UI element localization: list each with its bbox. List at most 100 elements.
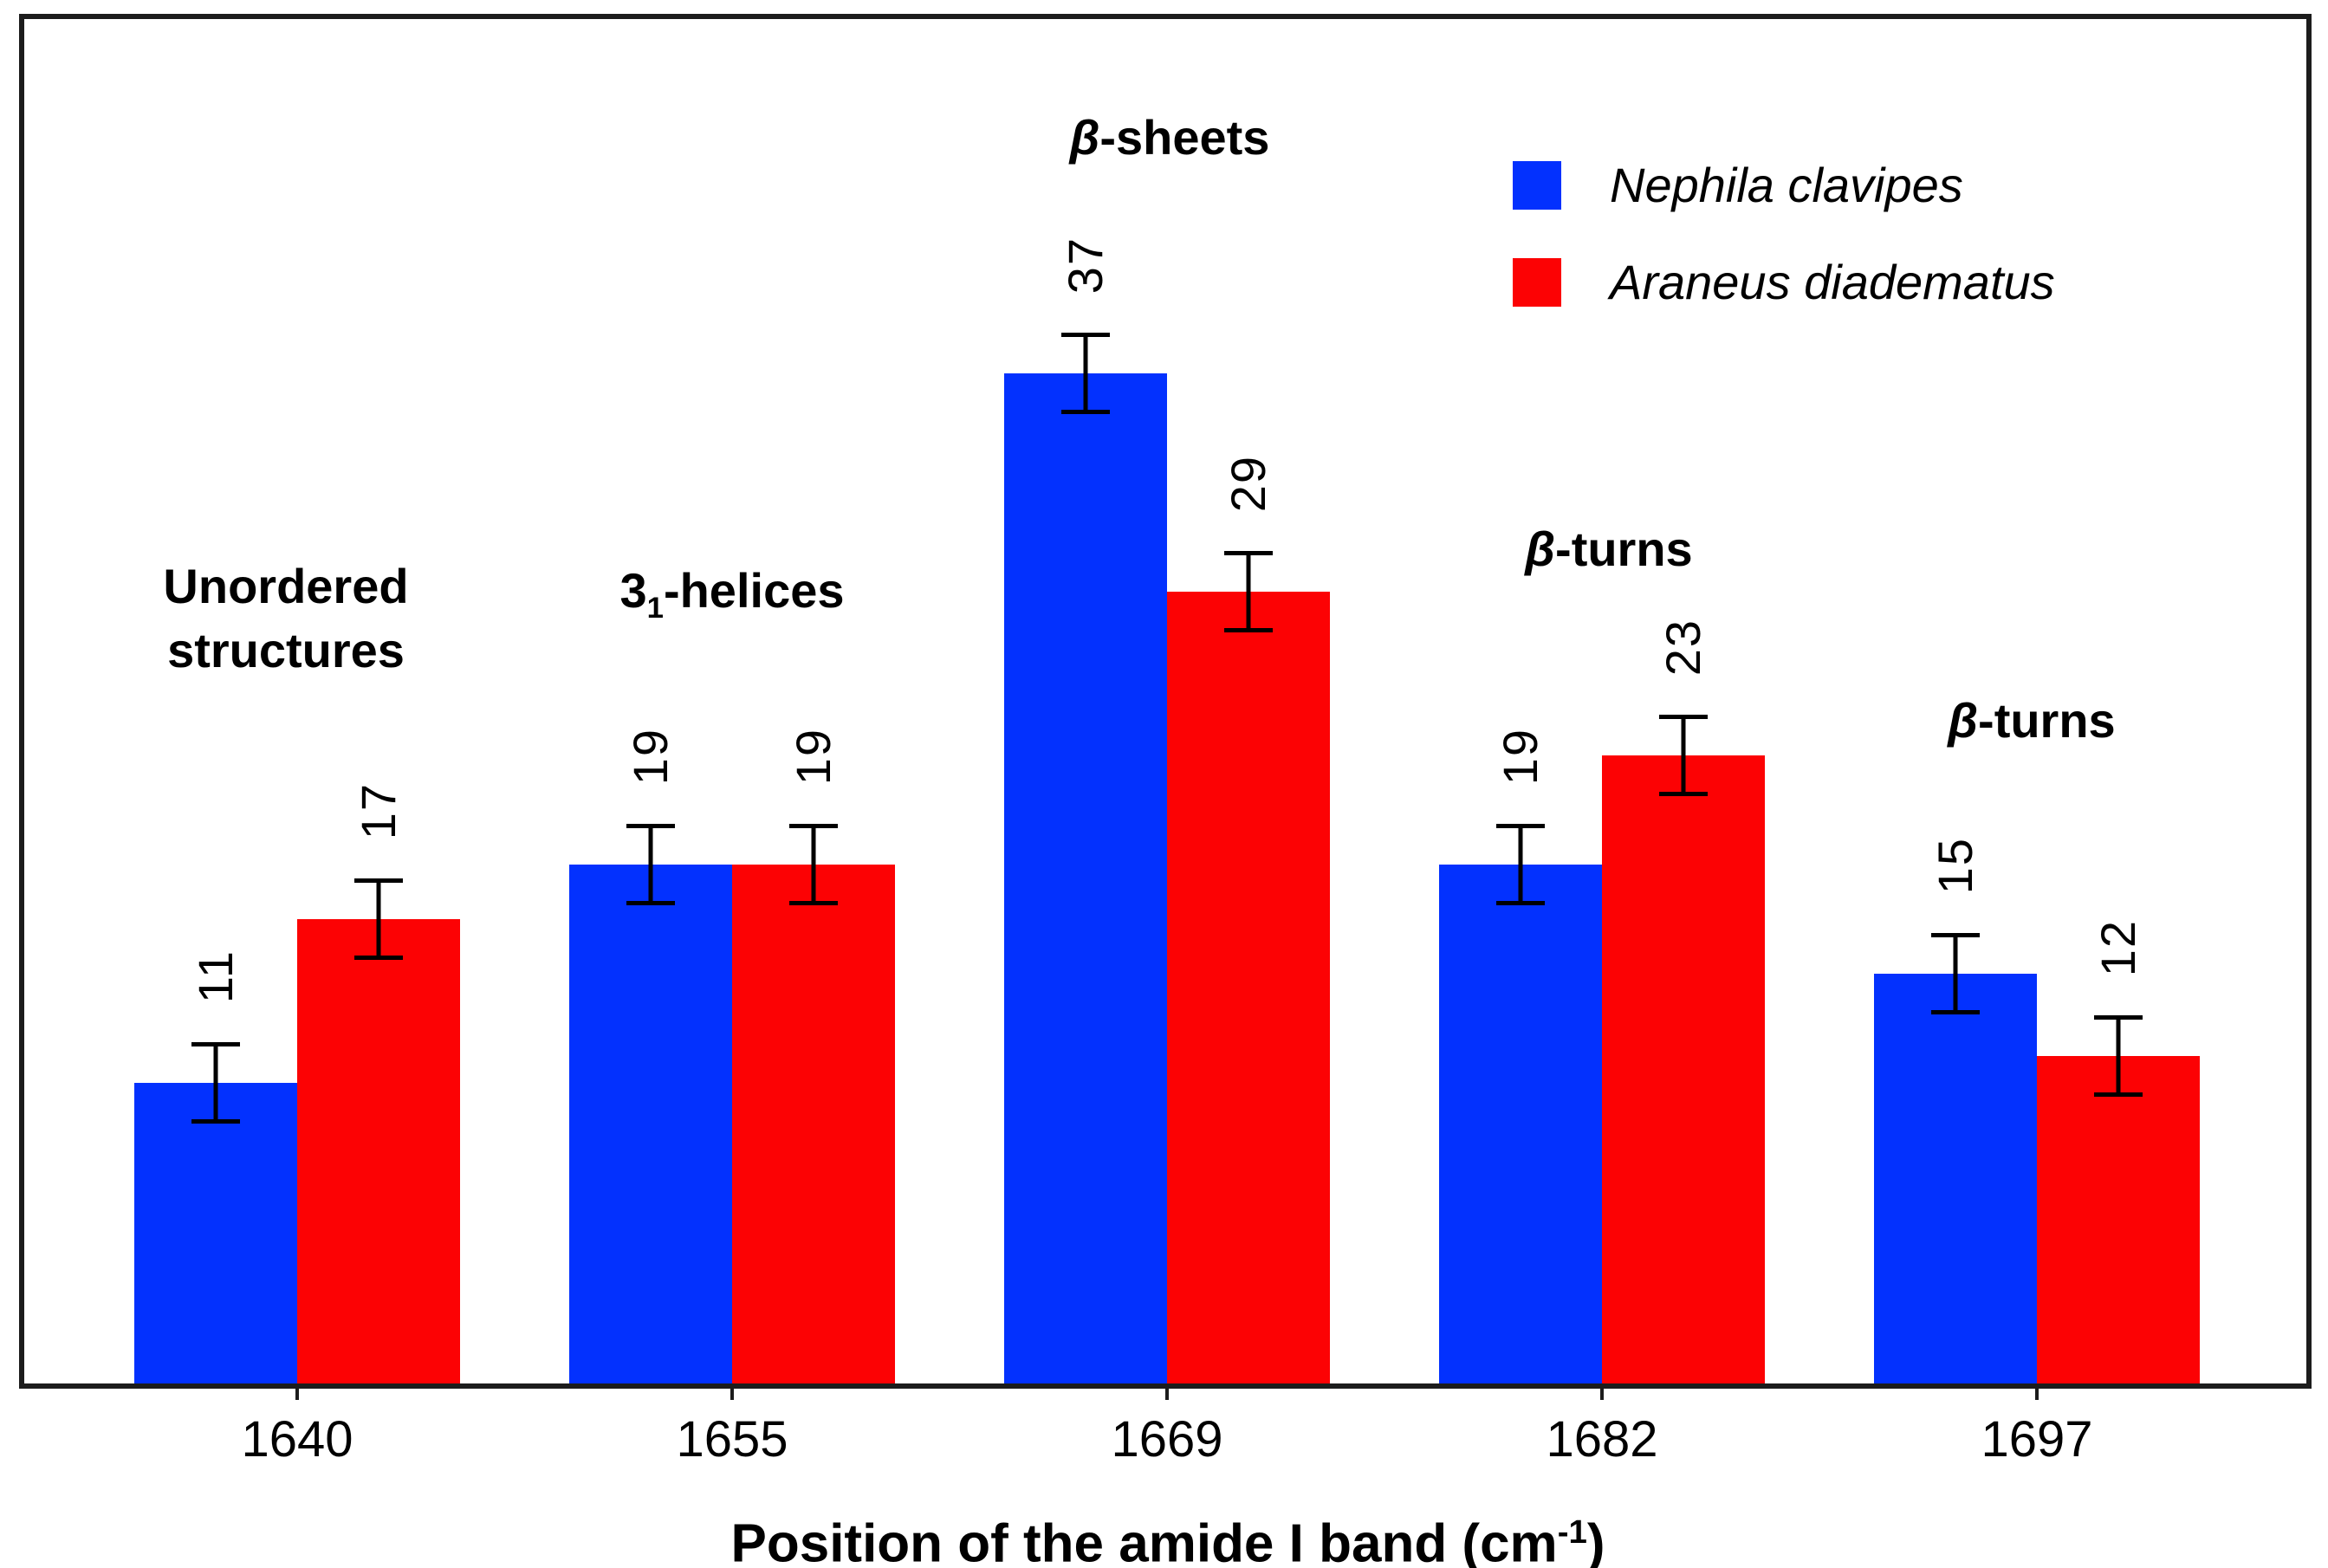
bar-value-label: 19: [786, 727, 840, 785]
bar-value-label: 29: [1221, 454, 1275, 512]
error-bar-cap-top: [1496, 824, 1545, 828]
bar-blue-1655: [569, 865, 732, 1383]
text-segment: β: [1069, 110, 1100, 165]
tick-label: 1669: [1111, 1411, 1223, 1468]
error-bar-cap-top: [1931, 933, 1980, 937]
error-bar-blue-1669: [1061, 333, 1110, 414]
error-bar-blue-1697: [1931, 933, 1980, 1014]
error-bar-cap-top: [191, 1042, 240, 1046]
structure-label-line: β-turns: [1525, 517, 1692, 581]
text-segment: -turns: [1555, 522, 1693, 576]
error-bar-line: [1681, 715, 1686, 796]
tick-mark: [1600, 1389, 1604, 1400]
structure-label-4: β-turns: [1948, 689, 2115, 753]
structure-label-line: 31-helices: [619, 559, 844, 640]
text-segment: -sheets: [1099, 110, 1270, 165]
text-segment: ): [1586, 1513, 1605, 1568]
error-bar-line: [648, 824, 653, 905]
bar-red-1640: [297, 919, 460, 1383]
error-bar-cap-bottom: [354, 956, 403, 960]
structure-label-line: β-turns: [1948, 689, 2115, 753]
tick-mark: [295, 1389, 299, 1400]
bar-value-label: 11: [188, 949, 243, 1003]
error-bar-cap-top: [354, 878, 403, 883]
text-segment: -1: [1557, 1513, 1587, 1551]
error-bar-red-1669: [1224, 551, 1273, 632]
bar-value-label: 19: [1493, 727, 1547, 785]
structure-label-3: β-turns: [1525, 517, 1692, 581]
error-bar-cap-bottom: [2094, 1092, 2143, 1097]
structure-label-1: 31-helices: [619, 559, 844, 640]
error-bar-blue-1640: [191, 1042, 240, 1124]
error-bar-red-1697: [2094, 1015, 2143, 1097]
legend-swatch-red: [1513, 258, 1561, 307]
bar-value-label: 23: [1656, 618, 1710, 676]
error-bar-cap-bottom: [626, 901, 675, 905]
error-bar-cap-bottom: [191, 1119, 240, 1124]
error-bar-line: [213, 1042, 218, 1124]
bar-value-label: 12: [2091, 918, 2145, 976]
x-axis-title: Position of the amide I band (cm-1): [730, 1501, 1605, 1568]
error-bar-line: [1083, 333, 1088, 414]
legend-label-0: Nephila clavipes: [1610, 158, 1963, 212]
error-bar-cap-top: [789, 824, 838, 828]
error-bar-red-1655: [789, 824, 838, 905]
bar-value-label: 17: [351, 781, 405, 839]
error-bar-line: [1246, 551, 1251, 632]
error-bar-blue-1682: [1496, 824, 1545, 905]
error-bar-line: [811, 824, 816, 905]
bar-blue-1669: [1004, 373, 1167, 1383]
tick-label: 1682: [1546, 1411, 1658, 1468]
error-bar-red-1682: [1659, 715, 1708, 796]
tick-mark: [730, 1389, 734, 1400]
error-bar-cap-bottom: [1496, 901, 1545, 905]
text-segment: Position of the amide I band (cm: [730, 1513, 1558, 1568]
error-bar-cap-bottom: [1931, 1010, 1980, 1014]
text-segment: -turns: [1978, 693, 2116, 748]
error-bar-cap-top: [1224, 551, 1273, 555]
tick-label: 1655: [676, 1411, 788, 1468]
text-segment: β: [1525, 522, 1556, 576]
structure-label-2: β-sheets: [1070, 106, 1270, 170]
bar-value-label: 19: [623, 727, 678, 785]
legend-swatch-blue: [1513, 161, 1561, 210]
error-bar-cap-top: [1061, 333, 1110, 337]
error-bar-cap-top: [1659, 715, 1708, 719]
tick-label: 1640: [241, 1411, 353, 1468]
legend-label-1: Araneus diadematus: [1610, 255, 2055, 309]
text-segment: structures: [167, 623, 405, 677]
error-bar-line: [1518, 824, 1523, 905]
error-bar-cap-bottom: [789, 901, 838, 905]
bar-red-1682: [1602, 755, 1765, 1383]
structure-label-0: Unordered structures: [163, 554, 408, 683]
error-bar-red-1640: [354, 878, 403, 960]
text-segment: 3: [619, 563, 647, 618]
structure-label-line: β-sheets: [1070, 106, 1270, 170]
error-bar-line: [2116, 1015, 2121, 1097]
bar-red-1655: [732, 865, 895, 1383]
bar-value-label: 15: [1928, 836, 1982, 894]
error-bar-cap-top: [626, 824, 675, 828]
text-segment: Unordered: [163, 559, 409, 613]
text-segment: 1: [646, 592, 664, 625]
structure-label-line: Unordered: [163, 554, 408, 619]
bar-value-label: 37: [1058, 236, 1112, 294]
error-bar-cap-bottom: [1061, 410, 1110, 414]
error-bar-cap-top: [2094, 1015, 2143, 1020]
tick-label: 1697: [1981, 1411, 2093, 1468]
error-bar-cap-bottom: [1659, 792, 1708, 796]
error-bar-blue-1655: [626, 824, 675, 905]
error-bar-line: [376, 878, 381, 960]
bar-blue-1697: [1874, 974, 2037, 1383]
structure-label-line: structures: [163, 619, 408, 683]
tick-mark: [1165, 1389, 1169, 1400]
text-segment: -helices: [663, 563, 845, 618]
bar-red-1669: [1167, 592, 1330, 1383]
bar-blue-1640: [134, 1083, 297, 1383]
error-bar-line: [1953, 933, 1958, 1014]
tick-mark: [2035, 1389, 2039, 1400]
text-segment: β: [1948, 693, 1979, 748]
bar-blue-1682: [1439, 865, 1602, 1383]
bar-red-1697: [2037, 1056, 2200, 1383]
